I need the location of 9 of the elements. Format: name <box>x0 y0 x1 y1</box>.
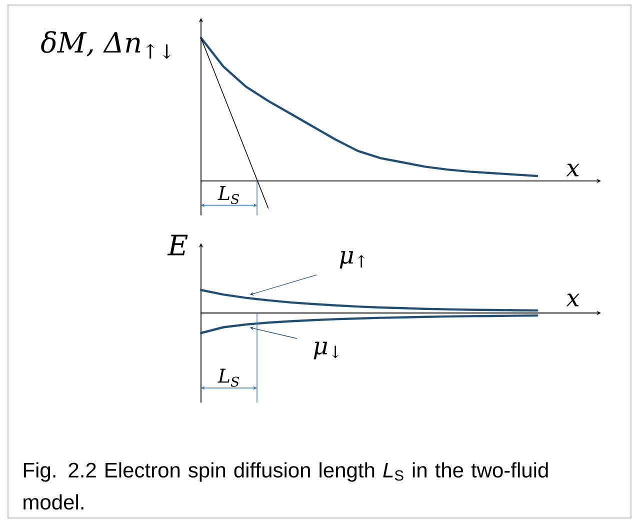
series-label: μ$_{↓}$ <box>314 342 339 360</box>
series-label: μ$_{↑}$ <box>340 251 365 269</box>
annotation: L$_{S}$ <box>218 186 240 204</box>
x-axis-title: x <box>566 164 580 176</box>
y-axis-title: δM, Δn$_{↑↓}$ <box>41 31 171 59</box>
y-axis-title: E <box>167 234 188 256</box>
x-axis-title: x <box>566 294 580 306</box>
text: Fig. 2.2 Electron spin diffusion length L$_{S}$ in the two-fluid model. <box>24 462 548 510</box>
text: L$_{S}$ <box>218 368 240 387</box>
